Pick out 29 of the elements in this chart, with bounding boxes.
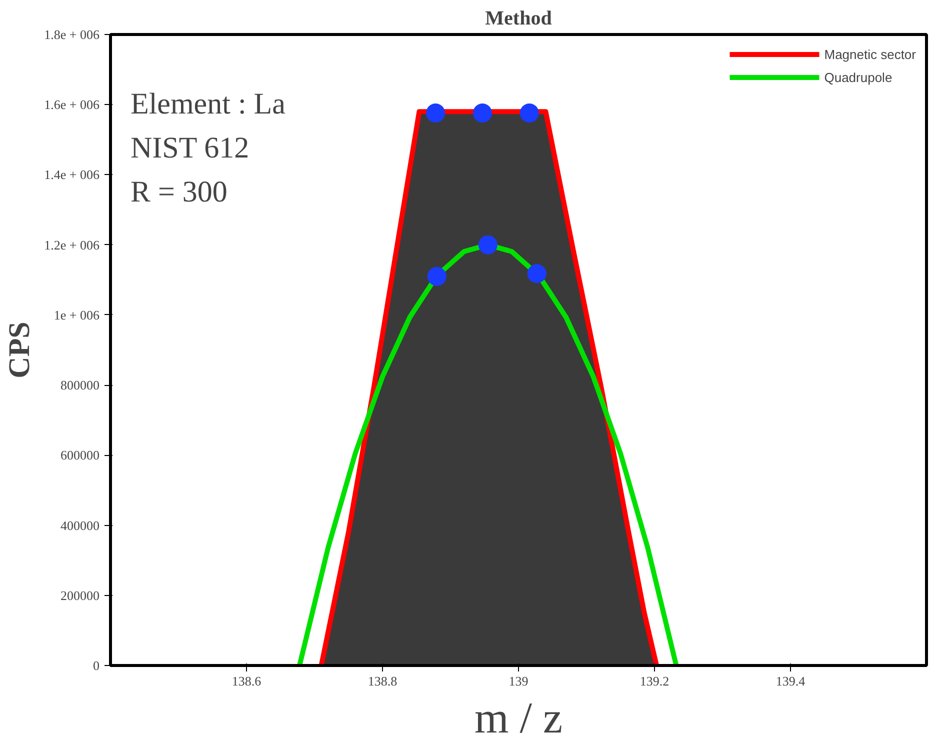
y-tick-label: 400000 xyxy=(60,518,100,533)
x-tick-label: 138.8 xyxy=(368,674,398,688)
y-axis-title: CPS xyxy=(3,322,36,378)
chart-title: Method xyxy=(485,8,552,30)
y-tick-label: 1.6e + 006 xyxy=(44,97,100,112)
x-tick-label: 138.6 xyxy=(232,674,262,688)
text: Quadrupole xyxy=(824,70,892,84)
point xyxy=(520,104,539,123)
y-tick-label: 0 xyxy=(93,658,100,673)
text: Magnetic sector xyxy=(824,46,916,62)
y-tick-label: 1.8e + 006 xyxy=(44,27,100,42)
y-tick-label: 800000 xyxy=(60,378,100,393)
point xyxy=(478,235,498,254)
point xyxy=(527,264,546,284)
x-tick-label: 139 xyxy=(508,674,528,688)
x-tick-label: 139.2 xyxy=(640,674,670,688)
annotation: R = 300 xyxy=(130,176,228,208)
point xyxy=(472,104,492,123)
y-tick-label: 1.4e + 006 xyxy=(44,167,100,182)
point xyxy=(426,104,446,123)
y-tick-label: 1e + 006 xyxy=(54,307,100,322)
x-tick-label: 139.4 xyxy=(776,674,806,688)
y-tick-label: 200000 xyxy=(60,588,100,603)
x-axis-title: m / z xyxy=(474,694,562,742)
y-tick-label: 1.2e + 006 xyxy=(44,237,100,252)
annotation: NIST 612 xyxy=(130,132,250,164)
y-tick-label: 600000 xyxy=(60,448,100,463)
annotation: Element : La xyxy=(130,88,286,120)
point xyxy=(427,266,446,286)
